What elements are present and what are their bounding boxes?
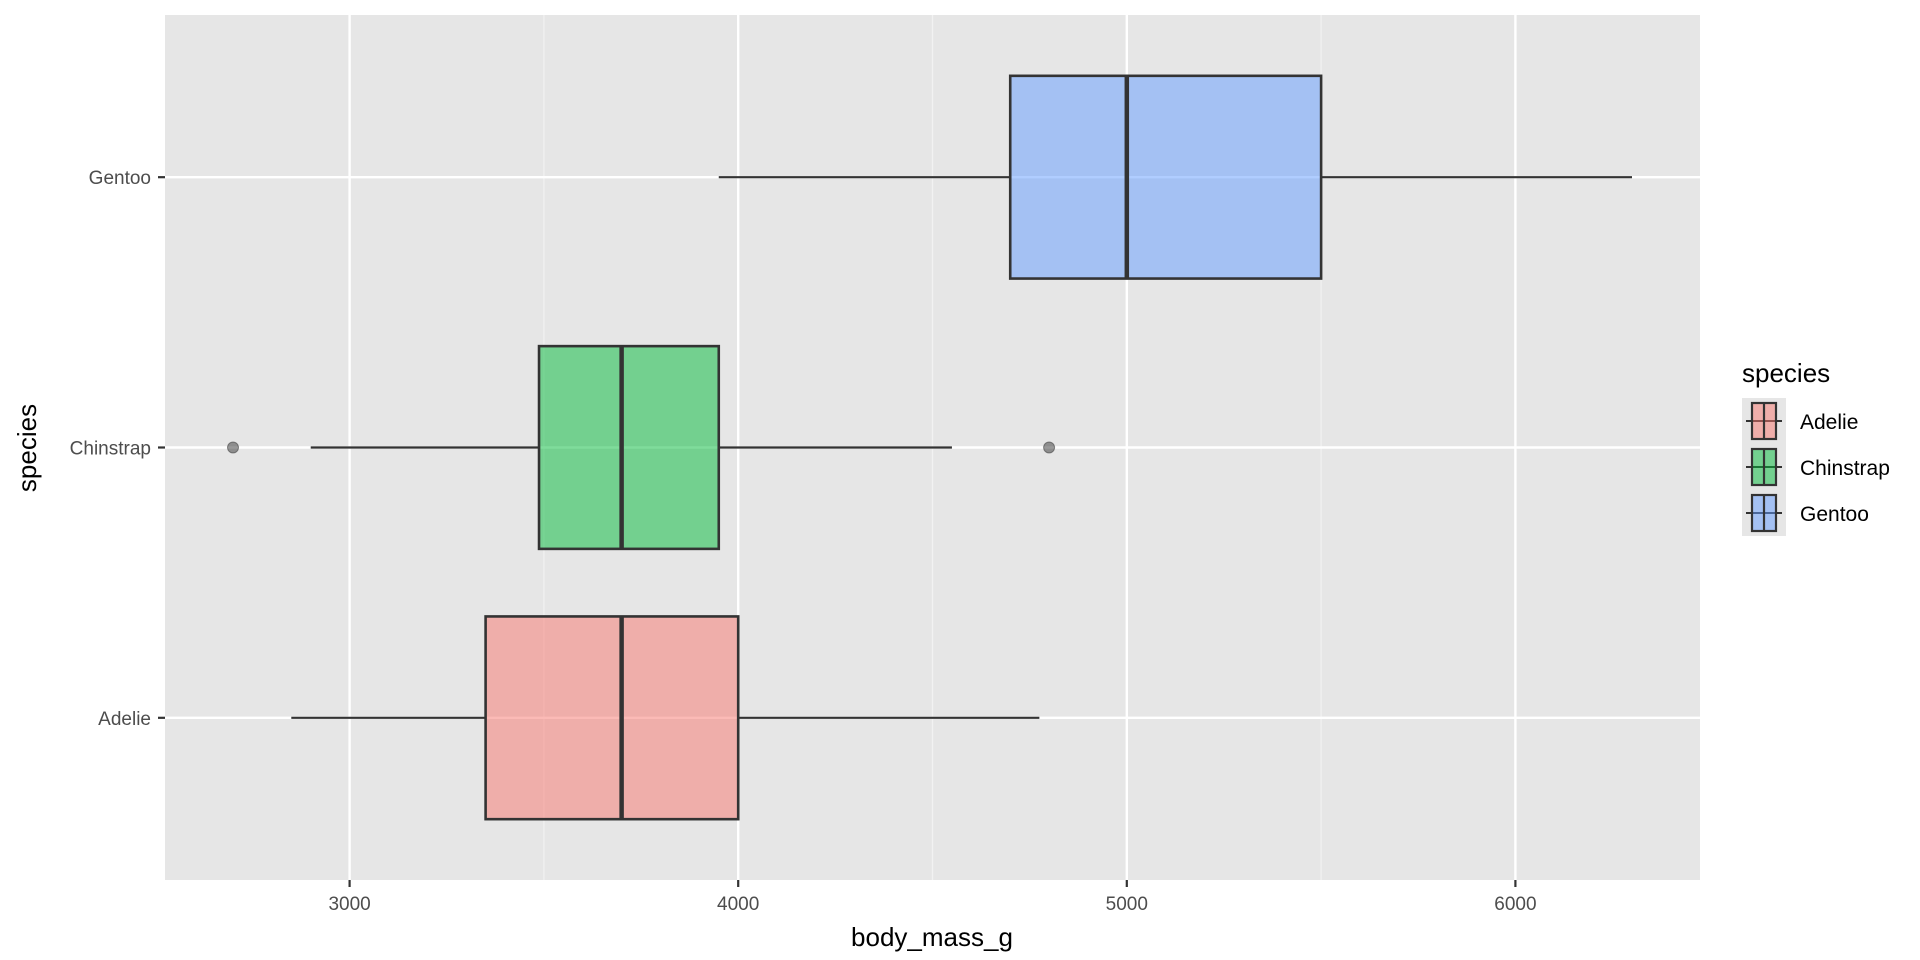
- y-axis: Adelie Chinstrap Gentoo: [70, 168, 165, 730]
- legend-item-adelie: Adelie: [1742, 398, 1858, 444]
- outlier-point: [227, 441, 240, 454]
- x-axis-title: body_mass_g: [851, 922, 1013, 952]
- legend: species Adelie Chinstrap Gentoo: [1742, 358, 1890, 536]
- box-iqr: [537, 344, 721, 551]
- y-tick-label: Chinstrap: [70, 439, 151, 460]
- box-group-gentoo: [718, 74, 1632, 280]
- x-tick-label: 6000: [1494, 894, 1536, 915]
- x-tick-label: 3000: [328, 894, 370, 915]
- x-tick-label: 5000: [1106, 894, 1148, 915]
- box-group-chinstrap: [227, 344, 1056, 551]
- y-axis-title: species: [12, 404, 42, 492]
- legend-item-chinstrap: Chinstrap: [1742, 444, 1890, 490]
- legend-label: Gentoo: [1800, 503, 1869, 526]
- box-group-adelie: [291, 615, 1040, 821]
- legend-item-gentoo: Gentoo: [1742, 490, 1869, 536]
- box-iqr: [1008, 74, 1323, 280]
- box-series: [227, 74, 1632, 821]
- y-tick-label: Adelie: [98, 709, 151, 730]
- x-axis: 3000 4000 5000 6000: [328, 880, 1537, 915]
- x-tick-label: 4000: [717, 894, 759, 915]
- outlier-point: [1043, 441, 1056, 454]
- y-tick-label: Gentoo: [89, 168, 151, 189]
- legend-label: Adelie: [1800, 411, 1858, 434]
- legend-label: Chinstrap: [1800, 457, 1890, 480]
- box-iqr: [484, 615, 740, 821]
- legend-title: species: [1742, 358, 1830, 388]
